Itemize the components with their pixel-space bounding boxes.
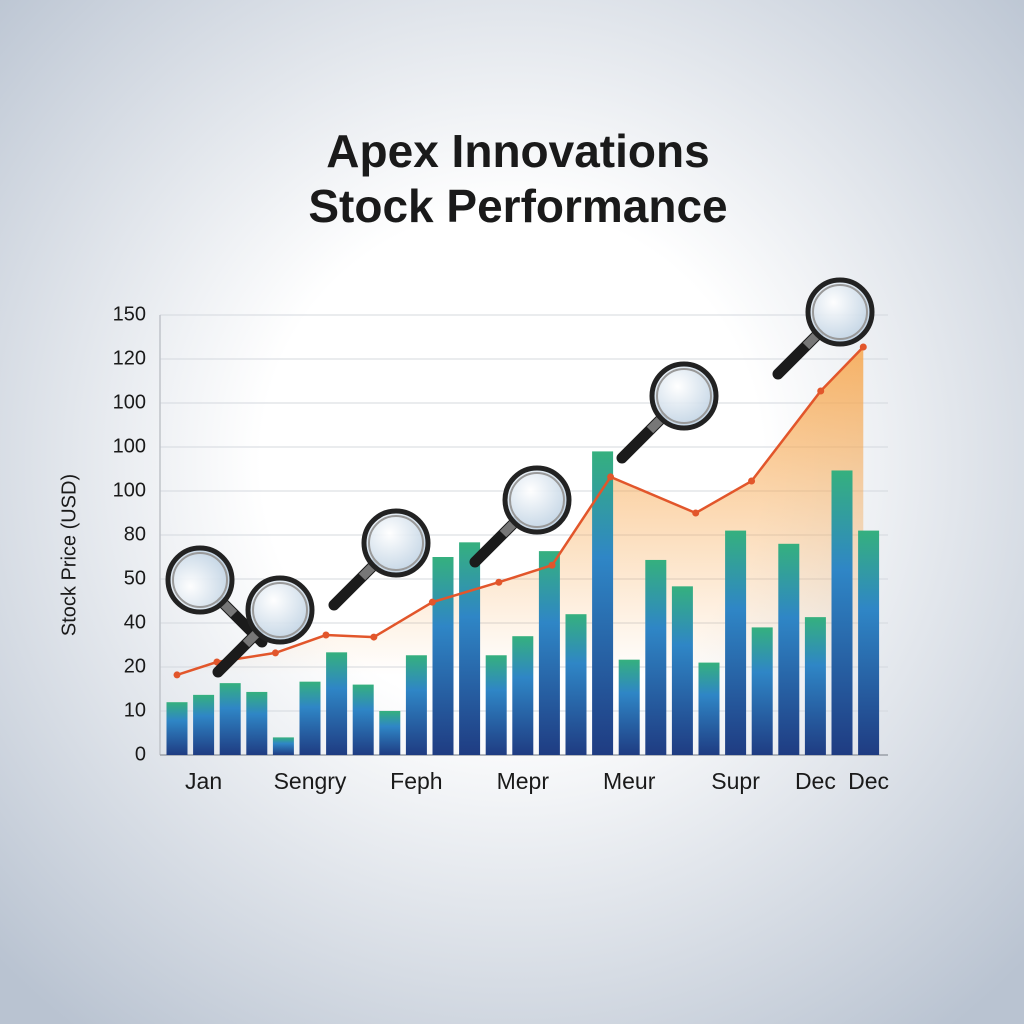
x-tick-label: Mepr xyxy=(497,768,550,794)
line-layer xyxy=(173,343,867,679)
chart-title: Stock Performance xyxy=(308,180,727,232)
bar xyxy=(485,655,507,755)
y-tick-label: 100 xyxy=(113,391,146,413)
y-tick-label: 0 xyxy=(135,743,146,765)
y-tick-label: 40 xyxy=(124,611,146,633)
line-point xyxy=(859,343,867,351)
bar xyxy=(645,559,667,755)
bar xyxy=(459,542,481,755)
bar-layer xyxy=(166,451,880,755)
bar xyxy=(166,702,188,755)
bar xyxy=(671,586,693,755)
bar xyxy=(751,627,773,755)
bar xyxy=(379,711,401,755)
bar xyxy=(352,684,374,755)
line-point xyxy=(548,561,556,569)
line-point xyxy=(607,473,615,481)
bar xyxy=(858,530,880,755)
y-tick-label: 20 xyxy=(124,655,146,677)
line-point xyxy=(271,649,279,657)
bar xyxy=(326,652,348,755)
bar xyxy=(698,662,720,755)
y-tick-label: 10 xyxy=(124,699,146,721)
bar xyxy=(778,543,800,755)
y-axis-title: Stock Price (USD) xyxy=(58,474,80,636)
line-point xyxy=(748,477,756,485)
y-tick-label: 120 xyxy=(113,347,146,369)
bar xyxy=(538,551,560,755)
plot: 0 10 20 40 50 80 100 100 100 120 150 Jan Sengry Feph M… xyxy=(113,303,889,794)
line-point xyxy=(495,578,503,586)
x-tick-label: Sengry xyxy=(274,768,347,794)
x-tick-label: Supr xyxy=(711,768,760,794)
bar xyxy=(219,683,241,755)
x-tick-label: Feph xyxy=(390,768,442,794)
bar xyxy=(804,617,826,755)
bar xyxy=(193,694,215,755)
y-tick-label: 100 xyxy=(113,479,146,501)
bar xyxy=(272,737,294,755)
bar xyxy=(618,659,640,755)
bar xyxy=(432,557,454,755)
bar xyxy=(299,681,321,755)
x-tick-label: Meur xyxy=(603,768,656,794)
line-point xyxy=(370,633,378,641)
y-tick-label: 50 xyxy=(124,567,146,589)
chart-title: Apex Innovations xyxy=(326,125,709,177)
line-point xyxy=(173,671,181,679)
x-tick-label: Jan xyxy=(185,768,222,794)
line-point xyxy=(692,509,700,517)
line-point xyxy=(428,598,436,606)
x-tick-label: Dec xyxy=(848,768,889,794)
bar xyxy=(512,636,534,755)
bar xyxy=(592,451,614,755)
y-tick-label: 150 xyxy=(113,303,146,325)
bar xyxy=(405,655,427,755)
bar xyxy=(565,614,587,755)
y-tick-label: 80 xyxy=(124,523,146,545)
line-point xyxy=(817,387,825,395)
x-tick-label: Dec xyxy=(795,768,836,794)
bar xyxy=(246,691,268,755)
y-tick-label: 100 xyxy=(113,435,146,457)
bar xyxy=(831,470,853,755)
line-point xyxy=(322,631,330,639)
bar xyxy=(725,530,747,755)
